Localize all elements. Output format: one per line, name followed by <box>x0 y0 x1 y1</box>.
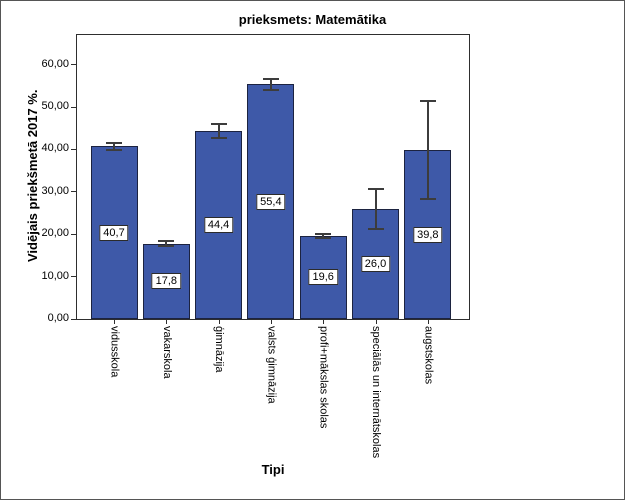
error-bar-cap <box>419 100 436 103</box>
x-tick-label: vakarskola <box>160 326 173 379</box>
chart-title: prieksmets: Matemātika <box>238 12 387 27</box>
bar-value-label: 40,7 <box>99 224 129 241</box>
x-axis-title: Tipi <box>261 462 285 477</box>
error-bar <box>113 142 115 151</box>
y-tick <box>71 148 76 150</box>
error-bar-cap <box>315 236 332 239</box>
x-tick-label: ģimnāzija <box>213 326 226 373</box>
plot-area: 0,00 10,00 20,00 30,00 40,00 50,00 60,00 40,7 vi… <box>41 34 470 458</box>
x-tick <box>218 320 220 324</box>
error-bar <box>165 239 168 248</box>
error-bar <box>426 100 429 201</box>
y-tick-label: 0,00 <box>47 312 69 324</box>
error-bar-cap <box>106 142 122 145</box>
error-bar-cap <box>419 198 436 201</box>
y-tick <box>71 106 76 108</box>
bar-value-label: 19,6 <box>308 269 338 286</box>
y-tick <box>71 318 76 320</box>
error-bar-cap <box>106 148 122 151</box>
bar-value-label: 39,8 <box>413 226 443 243</box>
x-tick <box>323 320 325 324</box>
y-tick <box>71 191 76 193</box>
error-bar-cap <box>210 136 227 139</box>
x-tick-label: vidusskola <box>108 326 121 378</box>
x-tick <box>270 320 272 324</box>
y-tick <box>71 276 76 278</box>
x-tick-label: valsts ģimnāzija <box>265 326 278 404</box>
bar-value-label: 55,4 <box>256 193 286 210</box>
error-bar-cap <box>262 77 279 80</box>
y-tick-label: 30,00 <box>41 184 69 197</box>
y-tick-label: 50,00 <box>41 100 69 113</box>
bar-value-label: 26,0 <box>360 255 391 272</box>
x-tick <box>114 320 115 324</box>
error-bar-cap <box>367 187 384 190</box>
bar-value-label: 17,8 <box>151 273 182 290</box>
error-bar-cap <box>158 239 175 242</box>
error-bar <box>217 122 220 139</box>
y-tick <box>71 64 76 66</box>
x-tick <box>375 320 377 324</box>
error-bar <box>322 232 325 239</box>
y-tick <box>71 233 76 235</box>
error-bar <box>269 77 272 91</box>
x-tick-label: augstskolas <box>422 326 435 385</box>
error-bar-cap <box>158 245 175 248</box>
error-bar-cap <box>262 88 279 91</box>
error-bar-cap <box>315 232 332 235</box>
y-tick-label: 40,00 <box>41 142 69 155</box>
bar-value-label: 44,4 <box>203 216 234 233</box>
x-tick <box>427 320 429 324</box>
error-bar-cap <box>367 227 384 230</box>
x-tick-label: speciālās un internātskolas <box>370 326 382 459</box>
y-tick-label: 10,00 <box>41 269 69 282</box>
x-tick-label: profi+mākslas skolas <box>317 326 330 429</box>
y-tick-label: 60,00 <box>41 57 69 70</box>
error-bar-cap <box>210 122 227 125</box>
y-tick-label: 20,00 <box>41 227 69 240</box>
error-bar <box>374 187 377 230</box>
x-tick <box>166 320 168 324</box>
